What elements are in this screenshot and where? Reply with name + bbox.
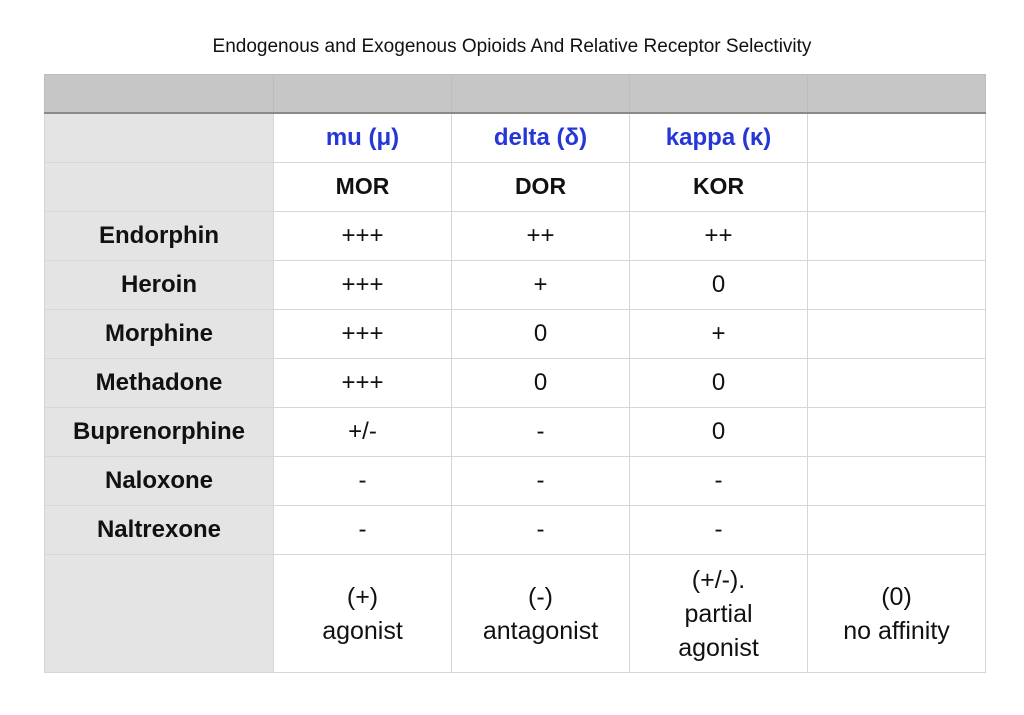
table-header-band xyxy=(44,74,986,114)
kappa-value: + xyxy=(629,309,808,359)
legend-symbol: (+/-). xyxy=(691,565,746,594)
header-band-cell xyxy=(629,74,808,114)
kappa-value: - xyxy=(629,456,808,506)
mu-value: - xyxy=(273,456,452,506)
row-header-cell xyxy=(44,162,274,212)
mu-value: +++ xyxy=(273,309,452,359)
legend-label: antagonist xyxy=(482,616,599,645)
table-row: Methadone +++ 0 0 xyxy=(44,358,986,408)
mu-value: +/- xyxy=(273,407,452,457)
row-header-cell xyxy=(44,554,274,673)
receptor-greek-label: mu (μ) xyxy=(273,112,452,163)
table-row: Naloxone - - - xyxy=(44,456,986,506)
header-band-cell xyxy=(451,74,630,114)
row-header-cell xyxy=(44,112,274,163)
kappa-value: 0 xyxy=(629,260,808,310)
drug-name: Naltrexone xyxy=(44,505,274,555)
delta-value: - xyxy=(451,505,630,555)
empty-cell xyxy=(807,112,986,163)
delta-value: + xyxy=(451,260,630,310)
legend-label: no affinity xyxy=(843,616,950,645)
legend-label: partial agonist xyxy=(678,599,759,662)
legend-symbol: (-) xyxy=(528,582,553,611)
drug-name: Endorphin xyxy=(44,211,274,261)
legend-cell: (+) agonist xyxy=(273,554,452,673)
drug-name: Buprenorphine xyxy=(44,407,274,457)
drug-name: Naloxone xyxy=(44,456,274,506)
legend-symbol: (0) xyxy=(881,582,912,611)
receptor-abbr-label: MOR xyxy=(273,162,452,212)
receptor-selectivity-table: mu (μ) delta (δ) kappa (κ) MOR DOR KOR E… xyxy=(44,74,986,673)
header-band-cell xyxy=(44,74,274,114)
empty-cell xyxy=(807,358,986,408)
mu-value: +++ xyxy=(273,211,452,261)
table-row: Endorphin +++ ++ ++ xyxy=(44,211,986,261)
legend-symbol: (+) xyxy=(346,582,379,611)
table-row: Morphine +++ 0 + xyxy=(44,309,986,359)
page-title: Endogenous and Exogenous Opioids And Rel… xyxy=(212,36,812,57)
receptor-abbr-label: DOR xyxy=(451,162,630,212)
abbr-header-row: MOR DOR KOR xyxy=(44,162,986,212)
header-band-cell xyxy=(273,74,452,114)
mu-value: +++ xyxy=(273,358,452,408)
mu-value: - xyxy=(273,505,452,555)
empty-cell xyxy=(807,456,986,506)
empty-cell xyxy=(807,162,986,212)
delta-value: - xyxy=(451,407,630,457)
drug-name: Morphine xyxy=(44,309,274,359)
delta-value: 0 xyxy=(451,309,630,359)
kappa-value: - xyxy=(629,505,808,555)
receptor-greek-label: delta (δ) xyxy=(451,112,630,163)
legend-cell: (+/-). partial agonist xyxy=(629,554,808,673)
kappa-value: 0 xyxy=(629,358,808,408)
receptor-abbr-label: KOR xyxy=(629,162,808,212)
legend-label: agonist xyxy=(322,616,403,645)
drug-name: Heroin xyxy=(44,260,274,310)
empty-cell xyxy=(807,505,986,555)
delta-value: ++ xyxy=(451,211,630,261)
table-row: Naltrexone - - - xyxy=(44,505,986,555)
mu-value: +++ xyxy=(273,260,452,310)
header-band-cell xyxy=(807,74,986,114)
delta-value: 0 xyxy=(451,358,630,408)
empty-cell xyxy=(807,309,986,359)
kappa-value: 0 xyxy=(629,407,808,457)
empty-cell xyxy=(807,211,986,261)
table-row: Buprenorphine +/- - 0 xyxy=(44,407,986,457)
drug-name: Methadone xyxy=(44,358,274,408)
receptor-greek-label: kappa (κ) xyxy=(629,112,808,163)
empty-cell xyxy=(807,260,986,310)
kappa-value: ++ xyxy=(629,211,808,261)
legend-cell: (-) antagonist xyxy=(451,554,630,673)
legend-cell: (0) no affinity xyxy=(807,554,986,673)
delta-value: - xyxy=(451,456,630,506)
greek-header-row: mu (μ) delta (δ) kappa (κ) xyxy=(44,112,986,163)
legend-row: (+) agonist (-) antagonist (+/-). partia… xyxy=(44,554,986,673)
table-row: Heroin +++ + 0 xyxy=(44,260,986,310)
empty-cell xyxy=(807,407,986,457)
